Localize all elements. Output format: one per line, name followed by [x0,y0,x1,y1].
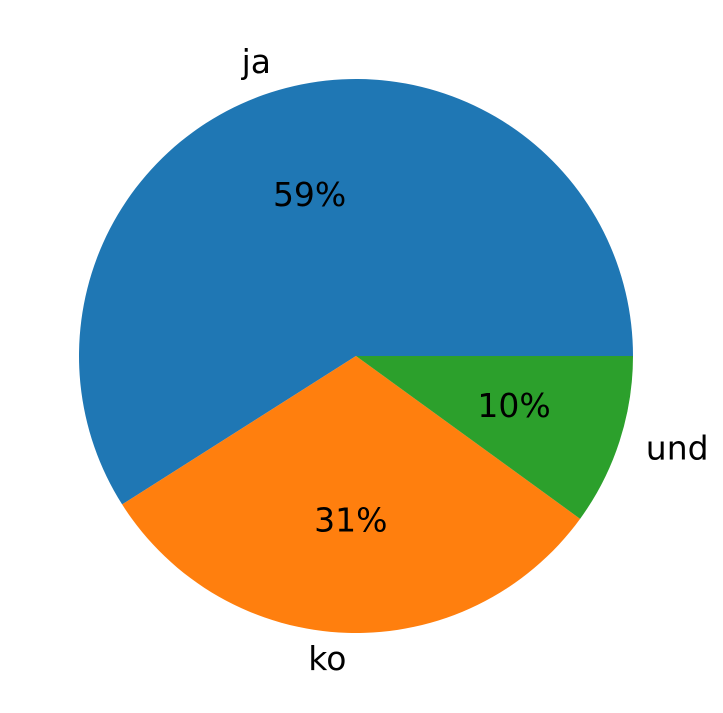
value-label: 10% [477,386,550,425]
value-label: 31% [314,501,387,540]
slice-label: und [646,429,709,468]
slice-label: ja [241,42,271,81]
slice-label: ko [308,639,346,678]
pie-slice [356,356,633,519]
value-label: 59% [273,175,346,214]
pie-slice [122,356,581,633]
pie-slice [78,78,633,505]
